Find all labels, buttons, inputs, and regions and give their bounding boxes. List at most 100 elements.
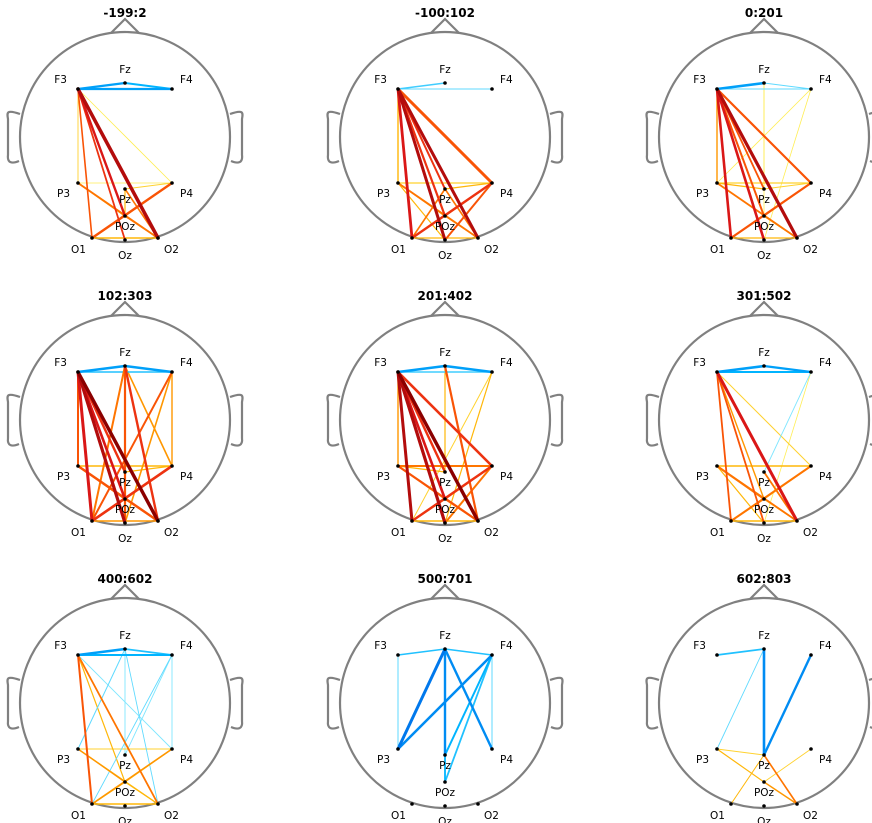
connection-edge-p4-o1 xyxy=(410,464,494,523)
electrode-f4 xyxy=(490,370,494,374)
connection-edge-f3-o2 xyxy=(396,370,480,523)
head-outline xyxy=(18,30,232,244)
electrode-label-o1: O1 xyxy=(391,810,406,822)
electrode-label-pz: Pz xyxy=(439,477,451,489)
connection-edge-poz-o2 xyxy=(763,781,798,805)
connection-edge-f3-poz xyxy=(76,87,127,218)
electrode-f3 xyxy=(715,653,719,657)
connection-edge-p4-o1 xyxy=(91,748,173,805)
electrode-f4 xyxy=(170,370,174,374)
connection-edge-fz-f4 xyxy=(762,364,813,374)
electrode-label-oz: Oz xyxy=(757,250,771,262)
electrode-p3 xyxy=(396,181,400,185)
electrode-f3 xyxy=(715,87,719,91)
electrode-p4 xyxy=(490,747,494,751)
electrode-label-o1: O1 xyxy=(391,527,406,539)
connection-edge-f3-o2 xyxy=(715,87,799,240)
panel-title: 500:701 xyxy=(418,572,473,586)
electrode-label-oz: Oz xyxy=(438,533,452,545)
electrode-o2 xyxy=(156,519,160,523)
connection-edge-f3-poz xyxy=(716,371,765,500)
panel-title: 201:402 xyxy=(418,289,473,303)
connection-edge-p3-poz xyxy=(716,748,765,783)
electrode-poz xyxy=(123,497,127,501)
electrode-label-oz: Oz xyxy=(757,533,771,545)
electrode-label-o1: O1 xyxy=(710,244,725,256)
electrode-f3 xyxy=(715,370,719,374)
electrode-poz xyxy=(762,214,766,218)
left-ear xyxy=(6,676,21,730)
connection-edge-f3-oz xyxy=(396,370,447,525)
electrode-label-f4: F4 xyxy=(500,640,513,652)
head-outline xyxy=(657,313,871,527)
electrode-label-pz: Pz xyxy=(119,194,131,206)
electrode-f3 xyxy=(396,370,400,374)
connection-edge-f3-oz xyxy=(76,370,127,525)
electrode-label-f4: F4 xyxy=(819,74,832,86)
electrode-label-f3: F3 xyxy=(54,74,67,86)
electrode-p3 xyxy=(715,181,719,185)
head-outline xyxy=(18,313,232,527)
electrode-p3 xyxy=(396,747,400,751)
connection-edge-p3-o2 xyxy=(76,464,160,523)
electrode-label-p3: P3 xyxy=(696,471,709,483)
electrode-p3 xyxy=(76,181,80,185)
connection-edge-p4-o1 xyxy=(410,181,494,240)
nose xyxy=(110,300,140,317)
nose xyxy=(110,17,140,34)
electrode-label-oz: Oz xyxy=(438,816,452,823)
electrode-label-f3: F3 xyxy=(693,357,706,369)
connection-edge-f3-o1 xyxy=(76,370,94,523)
electrode-label-o2: O2 xyxy=(803,810,818,822)
connection-edge-f3-p4 xyxy=(715,87,813,185)
electrode-label-pz: Pz xyxy=(758,477,770,489)
left-ear xyxy=(326,393,341,447)
connection-edge-f3-poz xyxy=(77,654,126,783)
connection-edge-f3-fz xyxy=(716,648,765,656)
connection-edge-f3-p4 xyxy=(77,88,173,184)
connection-edge-f3-p4 xyxy=(396,370,494,468)
electrode-oz xyxy=(123,804,127,808)
connection-edge-fz-f4 xyxy=(123,364,174,374)
electrode-label-pz: Pz xyxy=(119,760,131,772)
electrode-pz xyxy=(762,753,766,757)
right-ear xyxy=(549,676,564,730)
connection-edge-f4-oz xyxy=(124,371,173,524)
connection-edge-f4-o1 xyxy=(91,654,173,805)
head-outline xyxy=(338,313,552,527)
connection-edge-f4-oz xyxy=(763,371,812,524)
electrode-label-p4: P4 xyxy=(500,471,513,483)
electrode-fz xyxy=(443,81,447,85)
electrode-pz xyxy=(123,753,127,757)
connection-edge-p4-o1 xyxy=(730,465,812,522)
electrode-label-o2: O2 xyxy=(164,810,179,822)
connection-edge-f4-o1 xyxy=(91,371,173,522)
connection-edge-p3-oz xyxy=(397,182,446,241)
electrode-f4 xyxy=(809,653,813,657)
electrode-p3 xyxy=(76,747,80,751)
electrode-o1 xyxy=(729,519,733,523)
electrode-fz xyxy=(443,647,447,651)
electrode-label-pz: Pz xyxy=(439,760,451,772)
topomap-panel: 500:701 F3 Fz F4 P3 Pz P4 POz O1 Oz O2 xyxy=(326,572,564,823)
electrode-label-o1: O1 xyxy=(710,527,725,539)
head-outline xyxy=(338,596,552,810)
electrode-o2 xyxy=(795,802,799,806)
electrode-label-p3: P3 xyxy=(696,188,709,200)
electrode-fz xyxy=(762,647,766,651)
connection-edge-f3-o2 xyxy=(77,654,159,805)
electrode-p4 xyxy=(490,181,494,185)
left-ear xyxy=(645,393,660,447)
connection-edge-p3-poz xyxy=(77,748,126,783)
connection-edge-p3-o2 xyxy=(716,182,798,239)
connection-edge-fz-o2 xyxy=(123,364,160,523)
electrode-label-pz: Pz xyxy=(758,194,770,206)
nose xyxy=(749,17,779,34)
connection-edge-f4-o1 xyxy=(411,371,493,522)
connection-edge-f3-o1 xyxy=(715,87,733,240)
electrode-fz xyxy=(762,81,766,85)
electrode-label-o1: O1 xyxy=(71,527,86,539)
electrode-label-p4: P4 xyxy=(180,754,193,766)
topomap-panel: -199:2 F3 Fz F4 P3 Pz P4 POz O1 Oz O2 xyxy=(6,6,244,262)
connection-edge-p3-o2 xyxy=(396,464,480,523)
